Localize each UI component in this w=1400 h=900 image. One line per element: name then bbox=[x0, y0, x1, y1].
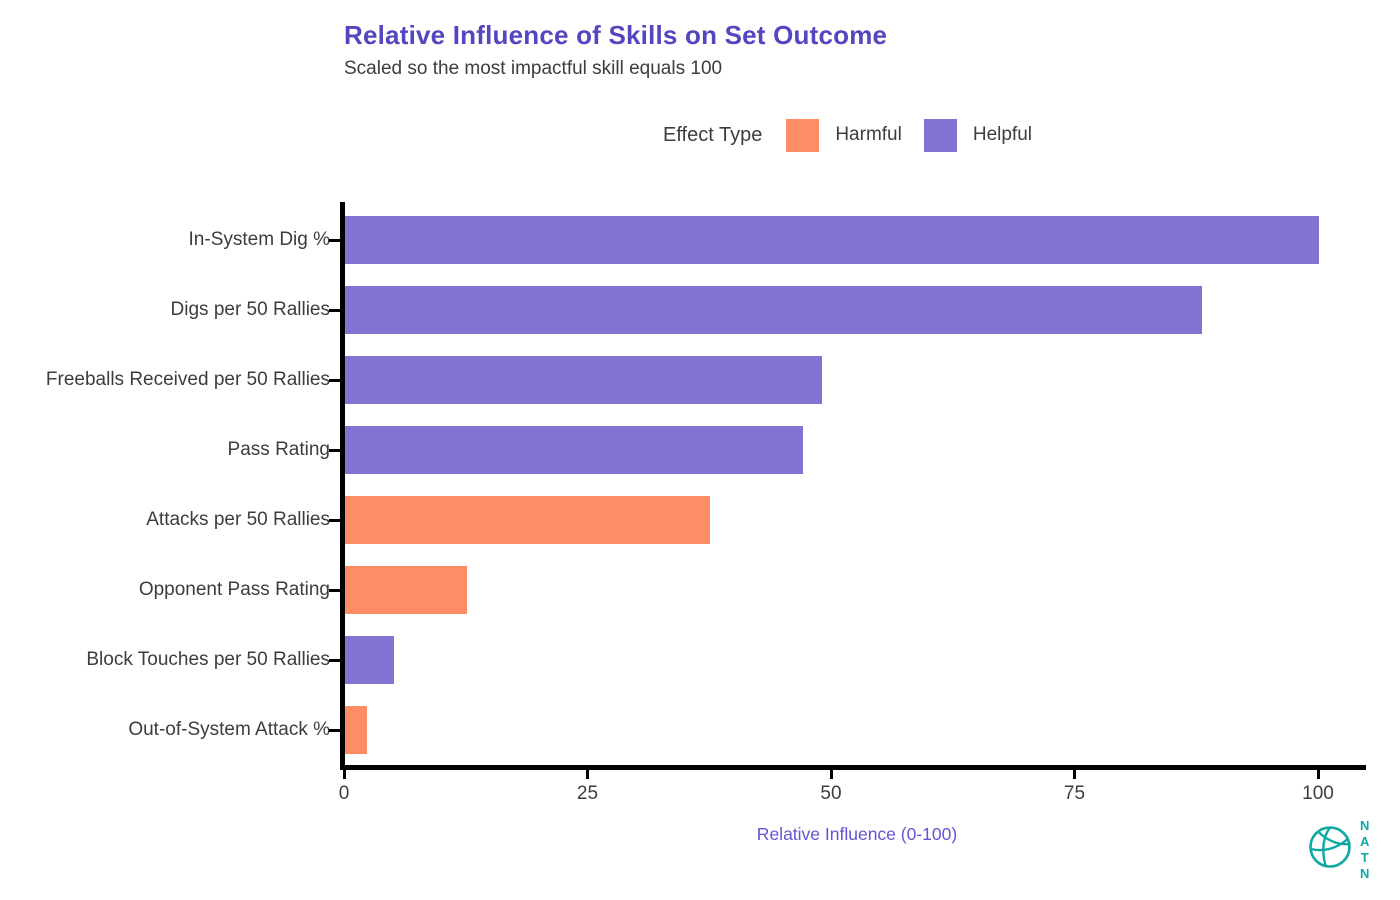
legend-swatch-harmful bbox=[786, 118, 820, 152]
x-axis-title: Relative Influence (0-100) bbox=[756, 824, 958, 844]
legend-title: Effect Type bbox=[663, 123, 763, 146]
chart-bar bbox=[345, 496, 711, 544]
y-tick bbox=[329, 659, 340, 662]
x-tick-label: 0 bbox=[338, 783, 350, 804]
y-axis-label: Opponent Pass Rating bbox=[138, 579, 330, 600]
y-axis-label: In-System Dig % bbox=[188, 229, 330, 250]
y-tick bbox=[329, 519, 340, 522]
y-axis-line bbox=[340, 202, 345, 770]
y-tick bbox=[329, 239, 340, 242]
logo-letter: A bbox=[1360, 834, 1370, 849]
legend: Effect Type Harmful Helpful bbox=[663, 116, 1054, 154]
y-axis-label: Out-of-System Attack % bbox=[128, 719, 330, 740]
chart-bar bbox=[345, 566, 467, 614]
legend-swatch-helpful bbox=[923, 118, 957, 152]
chart-bar bbox=[345, 216, 1319, 264]
legend-item: Harmful bbox=[786, 118, 902, 152]
y-axis-label: Block Touches per 50 Rallies bbox=[86, 649, 330, 670]
y-tick bbox=[329, 449, 340, 452]
y-axis-label: Digs per 50 Rallies bbox=[170, 299, 330, 320]
page-subtitle: Scaled so the most impactful skill equal… bbox=[344, 58, 723, 79]
page-title: Relative Influence of Skills on Set Outc… bbox=[344, 20, 888, 50]
x-axis-line bbox=[340, 765, 1366, 770]
x-tick bbox=[342, 770, 346, 779]
x-tick bbox=[1316, 770, 1320, 779]
x-tick-label: 50 bbox=[820, 783, 842, 804]
chart-bar bbox=[345, 636, 394, 684]
legend-item: Helpful bbox=[923, 118, 1032, 152]
x-tick bbox=[829, 770, 833, 779]
legend-label: Helpful bbox=[972, 124, 1032, 145]
y-axis-label: Freeballs Received per 50 Rallies bbox=[45, 369, 330, 390]
x-tick-label: 100 bbox=[1302, 783, 1334, 804]
x-tick bbox=[1073, 770, 1076, 779]
chart-bar bbox=[345, 706, 368, 754]
logo-letter: N bbox=[1360, 866, 1370, 881]
chart-bar bbox=[345, 356, 823, 404]
y-tick bbox=[329, 589, 340, 592]
x-tick-label: 25 bbox=[576, 783, 599, 804]
y-tick bbox=[329, 379, 340, 382]
logo-letter: T bbox=[1360, 850, 1369, 865]
chart-bar bbox=[345, 426, 803, 474]
logo-letter: N bbox=[1360, 818, 1370, 833]
y-axis-label: Attacks per 50 Rallies bbox=[146, 509, 330, 530]
chart-bar bbox=[345, 286, 1203, 334]
y-tick bbox=[329, 309, 340, 312]
legend-items: Harmful Helpful bbox=[786, 118, 1054, 152]
y-axis-label: Pass Rating bbox=[227, 439, 330, 460]
legend-label: Harmful bbox=[835, 124, 902, 145]
x-tick bbox=[586, 770, 589, 779]
y-tick bbox=[329, 729, 340, 732]
x-tick-label: 75 bbox=[1063, 783, 1086, 804]
volleyball-icon bbox=[1309, 826, 1351, 868]
